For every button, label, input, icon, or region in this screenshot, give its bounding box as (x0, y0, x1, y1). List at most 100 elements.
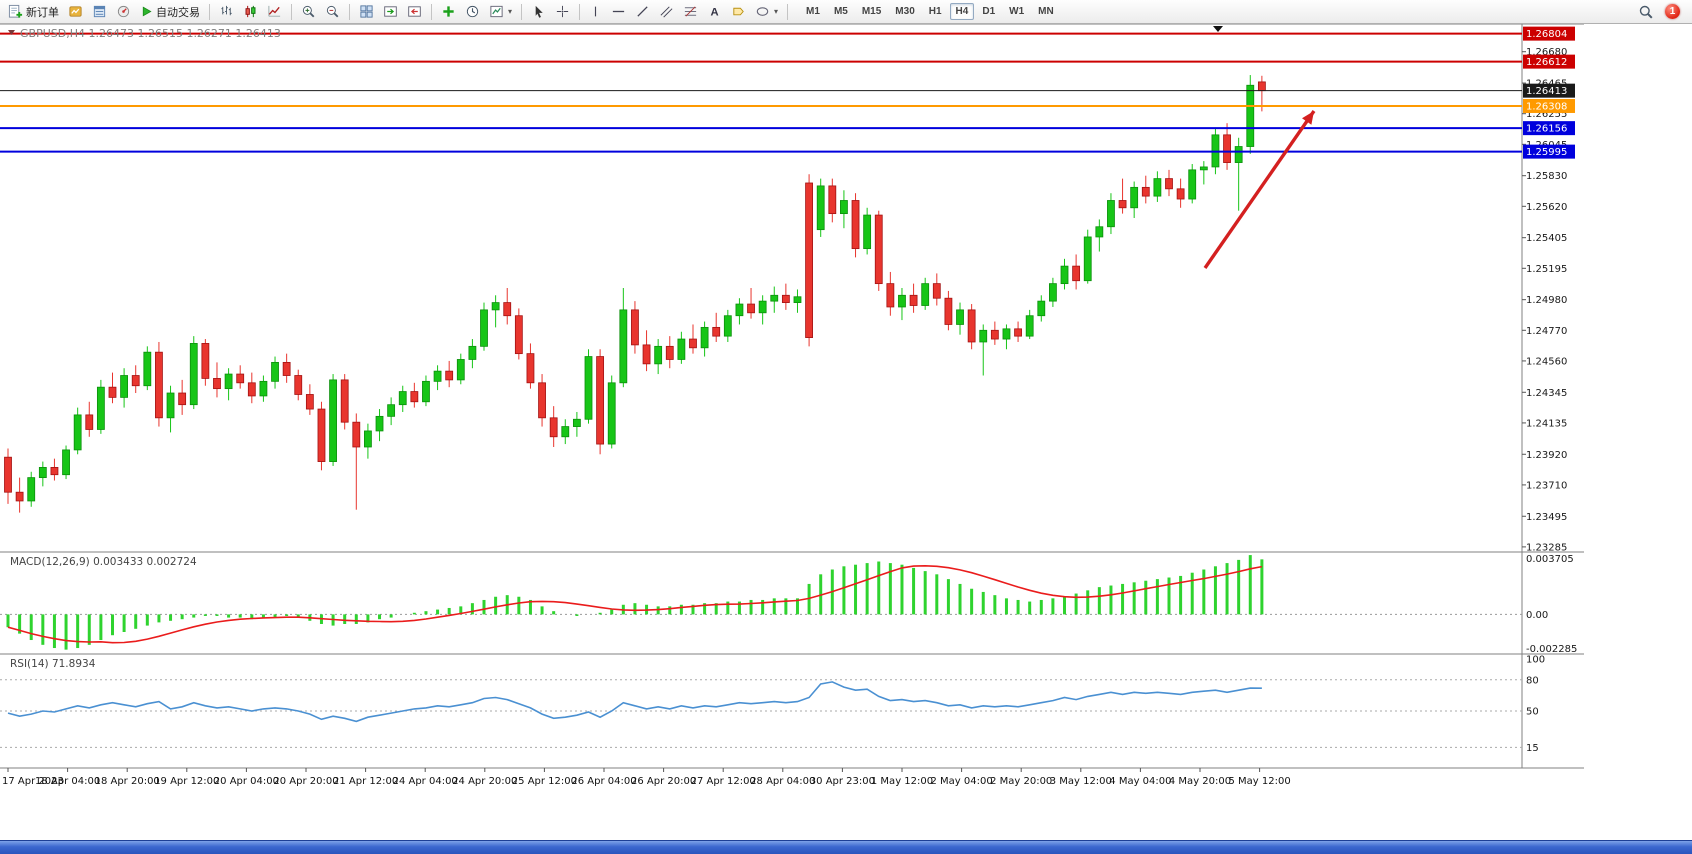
auto-scroll-icon (383, 4, 398, 19)
text-label-button[interactable] (727, 2, 750, 22)
chart-shift-button[interactable] (403, 2, 426, 22)
market-watch-button[interactable] (64, 2, 87, 22)
crosshair-icon (555, 4, 570, 19)
svg-text:20 Apr 04:00: 20 Apr 04:00 (214, 776, 279, 787)
svg-text:25 Apr 12:00: 25 Apr 12:00 (512, 776, 577, 787)
svg-text:100: 100 (1526, 655, 1545, 666)
svg-text:2 May 04:00: 2 May 04:00 (930, 776, 992, 787)
templates-button[interactable]: ▾ (485, 2, 516, 22)
price-tag (1523, 54, 1575, 69)
svg-text:1 May 12:00: 1 May 12:00 (871, 776, 933, 787)
svg-text:80: 80 (1526, 675, 1539, 686)
data-window-button[interactable] (88, 2, 111, 22)
svg-text:1.26308: 1.26308 (1526, 101, 1567, 112)
search-icon (1638, 4, 1654, 20)
toolbar-separator (787, 3, 789, 20)
svg-text:1.26413: 1.26413 (1526, 86, 1567, 97)
candlestick-chart-icon (243, 4, 258, 19)
bar-chart-icon (219, 4, 234, 19)
notification-badge[interactable]: 1 (1665, 4, 1680, 19)
horizontal-line-button[interactable] (607, 2, 630, 22)
rsi-panel: 100 80 50 15 RSI(14) 71.8934 (0, 655, 1545, 754)
svg-text:3 May 12:00: 3 May 12:00 (1050, 776, 1112, 787)
svg-text:1.23710: 1.23710 (1526, 480, 1567, 491)
candles-layer (4, 75, 1266, 513)
fibonacci-button[interactable] (679, 2, 702, 22)
shapes-icon (755, 4, 770, 19)
bar-chart-button[interactable] (215, 2, 238, 22)
zoom-in-icon (301, 4, 316, 19)
text-button[interactable]: A (703, 2, 726, 22)
vertical-line-button[interactable] (585, 2, 606, 22)
svg-text:21 Apr 12:00: 21 Apr 12:00 (333, 776, 398, 787)
text-label-icon (731, 4, 746, 19)
timeframe-mn[interactable]: MN (1032, 3, 1060, 20)
svg-text:1.26612: 1.26612 (1526, 57, 1567, 68)
svg-text:4 May 20:00: 4 May 20:00 (1169, 776, 1231, 787)
indicators-button[interactable] (437, 2, 460, 22)
timeframe-d1[interactable]: D1 (976, 3, 1001, 20)
shapes-button[interactable]: ▾ (751, 2, 782, 22)
trendline-button[interactable] (631, 2, 654, 22)
svg-text:20 Apr 20:00: 20 Apr 20:00 (273, 776, 338, 787)
price-tags: 1.26804 1.26612 1.26413 1.26308 1.26156 1.259… (1523, 26, 1575, 159)
toolbar: 新订单 自动交易 ▾ A ▾ M1 M5 M15 M30 H1 H4 D1 W1 MN 1 (0, 0, 1692, 24)
svg-text:1.26255: 1.26255 (1526, 109, 1567, 120)
trend-arrow (1203, 110, 1316, 269)
svg-text:30 Apr 23:00: 30 Apr 23:00 (810, 776, 875, 787)
line-chart-button[interactable] (263, 2, 286, 22)
svg-text:24 Apr 20:00: 24 Apr 20:00 (452, 776, 517, 787)
svg-text:1.26804: 1.26804 (1526, 29, 1567, 40)
zoom-in-button[interactable] (297, 2, 320, 22)
candlestick-chart-button[interactable] (239, 2, 262, 22)
timeframe-h1[interactable]: H1 (923, 3, 948, 20)
chart-frame (0, 23, 1584, 769)
price-tag (1523, 144, 1575, 159)
svg-text:1.23285: 1.23285 (1526, 542, 1567, 553)
timeframe-m30[interactable]: M30 (889, 3, 920, 20)
templates-icon (489, 4, 504, 19)
svg-text:26 Apr 20:00: 26 Apr 20:00 (631, 776, 696, 787)
timeframe-m5[interactable]: M5 (828, 3, 854, 20)
rsi-label: RSI(14) 71.8934 (10, 658, 96, 670)
timeframe-m15[interactable]: M15 (856, 3, 887, 20)
chart-shift-icon (407, 4, 422, 19)
timeframe-m1[interactable]: M1 (800, 3, 826, 20)
timeframe-w1[interactable]: W1 (1003, 3, 1030, 20)
svg-text:1.25405: 1.25405 (1526, 233, 1567, 244)
horizontal-lines (0, 32, 1522, 153)
svg-text:1.23495: 1.23495 (1526, 512, 1567, 523)
search-button[interactable] (1634, 2, 1658, 22)
svg-text:1.25195: 1.25195 (1526, 264, 1567, 275)
zoom-out-button[interactable] (321, 2, 344, 22)
svg-text:1.24560: 1.24560 (1526, 356, 1567, 367)
toolbar-separator (209, 3, 210, 20)
strategy-tester-button[interactable] (112, 2, 135, 22)
chart-shift-marker[interactable] (1213, 26, 1223, 32)
svg-text:A: A (710, 6, 718, 18)
svg-text:1.26156: 1.26156 (1526, 124, 1567, 135)
macd-panel: MACD(12,26,9) 0.003433 0.002724 0.003705 0… (0, 554, 1577, 655)
timeframe-h4[interactable]: H4 (949, 3, 975, 20)
bottom-scrollbar[interactable] (0, 840, 1692, 854)
auto-scroll-button[interactable] (379, 2, 402, 22)
rsi-line (7, 681, 1262, 723)
cursor-button[interactable] (527, 2, 550, 22)
vertical-line-icon (589, 4, 602, 19)
toolbar-separator (521, 3, 523, 20)
svg-text:4 May 04:00: 4 May 04:00 (1109, 776, 1171, 787)
strategy-tester-icon (116, 4, 131, 19)
periods-button[interactable] (461, 2, 484, 22)
channel-button[interactable] (655, 2, 678, 22)
symbol-ohlc-title: GBPUSD,H4 1.26473 1.26515 1.26271 1.2641… (20, 27, 281, 40)
svg-text:50: 50 (1526, 707, 1539, 718)
svg-text:1.24345: 1.24345 (1526, 388, 1567, 399)
clock-icon (465, 4, 480, 19)
tile-windows-button[interactable] (355, 2, 378, 22)
svg-text:1.24980: 1.24980 (1526, 295, 1567, 306)
crosshair-button[interactable] (551, 2, 574, 22)
new-order-button[interactable]: 新订单 (4, 2, 63, 22)
auto-trading-button[interactable]: 自动交易 (136, 2, 204, 22)
svg-text:26 Apr 04:00: 26 Apr 04:00 (571, 776, 636, 787)
